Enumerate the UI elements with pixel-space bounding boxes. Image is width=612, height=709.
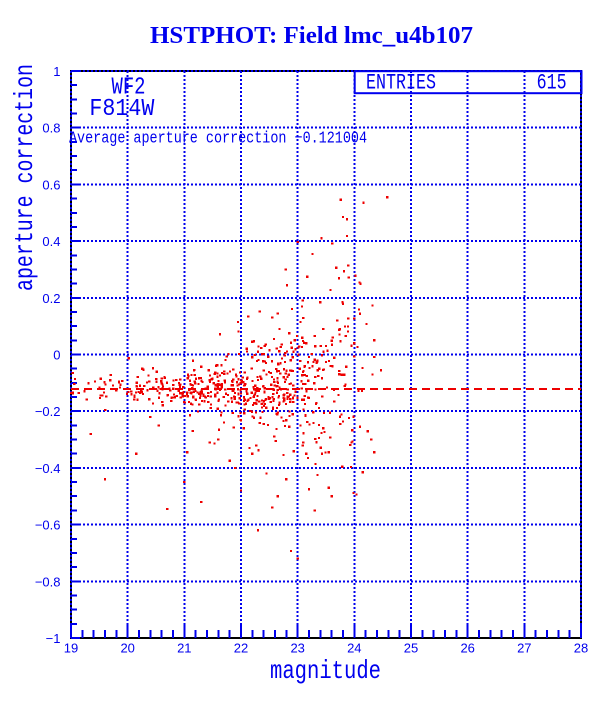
svg-text:25: 25 — [404, 641, 418, 656]
svg-text:F814W: F814W — [89, 96, 155, 123]
svg-text:−1: −1 — [46, 631, 61, 646]
svg-text:HSTPHOT: Field lmc_u4b107: HSTPHOT: Field lmc_u4b107 — [150, 23, 473, 49]
svg-text:20: 20 — [120, 641, 134, 656]
svg-text:Average aperture correction −0: Average aperture correction −0.121004 — [69, 130, 367, 149]
svg-text:0.8: 0.8 — [42, 121, 60, 136]
svg-text:WF2: WF2 — [112, 75, 146, 102]
svg-text:28: 28 — [574, 641, 588, 656]
svg-text:magnitude: magnitude — [270, 656, 381, 686]
svg-text:24: 24 — [347, 641, 361, 656]
svg-text:22: 22 — [234, 641, 248, 656]
svg-text:27: 27 — [517, 641, 531, 656]
svg-text:615: 615 — [537, 71, 567, 96]
svg-text:0.6: 0.6 — [42, 177, 60, 192]
svg-text:ENTRIES: ENTRIES — [366, 71, 436, 96]
svg-text:19: 19 — [64, 641, 78, 656]
svg-text:0.4: 0.4 — [42, 234, 60, 249]
svg-text:aperture correction: aperture correction — [10, 64, 40, 291]
svg-text:−0.4: −0.4 — [35, 461, 61, 476]
svg-text:1: 1 — [53, 64, 60, 79]
svg-text:0.2: 0.2 — [42, 291, 60, 306]
svg-text:−0.2: −0.2 — [35, 404, 61, 419]
svg-text:23: 23 — [290, 641, 304, 656]
svg-text:−0.6: −0.6 — [35, 518, 61, 533]
svg-text:26: 26 — [460, 641, 474, 656]
svg-text:0: 0 — [53, 348, 60, 363]
svg-text:−0.8: −0.8 — [35, 574, 61, 589]
svg-text:21: 21 — [177, 641, 191, 656]
